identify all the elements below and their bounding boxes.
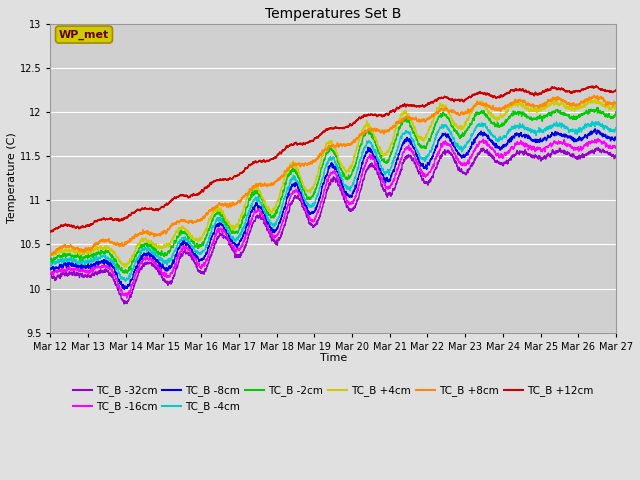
TC_B -32cm xyxy=(595,144,602,150)
TC_B -2cm xyxy=(289,166,296,171)
Line: TC_B -16cm: TC_B -16cm xyxy=(51,139,616,298)
TC_B +12cm xyxy=(612,87,620,93)
TC_B +4cm xyxy=(458,123,465,129)
TC_B -16cm xyxy=(567,142,575,147)
TC_B +12cm xyxy=(458,96,465,102)
TC_B -8cm xyxy=(284,191,292,197)
Title: Temperatures Set B: Temperatures Set B xyxy=(265,7,401,21)
TC_B -8cm xyxy=(47,267,54,273)
Line: TC_B +4cm: TC_B +4cm xyxy=(51,100,616,267)
TC_B +4cm xyxy=(316,166,323,172)
Y-axis label: Temperature (C): Temperature (C) xyxy=(7,133,17,224)
TC_B -2cm xyxy=(316,174,323,180)
TC_B +12cm xyxy=(593,83,600,89)
TC_B -8cm xyxy=(120,287,128,292)
TC_B -32cm xyxy=(47,275,54,281)
TC_B -8cm xyxy=(567,133,575,139)
TC_B -32cm xyxy=(458,167,465,172)
TC_B -16cm xyxy=(458,160,465,166)
TC_B +12cm xyxy=(316,133,323,139)
TC_B +8cm xyxy=(284,167,292,173)
TC_B +8cm xyxy=(595,96,603,101)
TC_B -16cm xyxy=(316,205,323,211)
TC_B -2cm xyxy=(612,110,620,116)
TC_B -4cm xyxy=(47,260,54,266)
TC_B -2cm xyxy=(124,270,131,276)
TC_B -8cm xyxy=(289,182,296,188)
TC_B -32cm xyxy=(612,152,620,158)
TC_B -4cm xyxy=(122,278,129,284)
TC_B -32cm xyxy=(316,215,323,220)
TC_B +12cm xyxy=(47,229,54,235)
TC_B +8cm xyxy=(590,93,598,98)
TC_B +4cm xyxy=(289,161,296,167)
TC_B -2cm xyxy=(593,105,600,110)
Line: TC_B -8cm: TC_B -8cm xyxy=(51,129,616,289)
TC_B +12cm xyxy=(595,86,603,92)
TC_B -4cm xyxy=(458,144,465,149)
Line: TC_B -32cm: TC_B -32cm xyxy=(51,147,616,304)
Legend: TC_B -32cm, TC_B -16cm, TC_B -8cm, TC_B -4cm, TC_B -2cm, TC_B +4cm, TC_B +8cm, T: TC_B -32cm, TC_B -16cm, TC_B -8cm, TC_B … xyxy=(68,381,598,417)
TC_B -4cm xyxy=(567,127,575,133)
TC_B -2cm xyxy=(284,171,292,177)
TC_B +8cm xyxy=(612,100,620,106)
TC_B -8cm xyxy=(458,153,465,159)
TC_B -8cm xyxy=(591,126,599,132)
TC_B +12cm xyxy=(284,144,292,150)
TC_B -8cm xyxy=(612,137,620,143)
TC_B -16cm xyxy=(123,295,131,301)
TC_B -4cm xyxy=(589,119,596,124)
TC_B -16cm xyxy=(595,138,603,144)
Line: TC_B -4cm: TC_B -4cm xyxy=(51,121,616,281)
TC_B -32cm xyxy=(120,301,128,307)
TC_B +4cm xyxy=(284,166,292,172)
TC_B -4cm xyxy=(612,125,620,131)
TC_B +8cm xyxy=(47,251,54,257)
TC_B -16cm xyxy=(595,136,602,142)
X-axis label: Time: Time xyxy=(319,353,347,363)
TC_B -4cm xyxy=(316,187,323,192)
TC_B +4cm xyxy=(47,252,54,257)
TC_B -2cm xyxy=(595,109,603,115)
Line: TC_B +8cm: TC_B +8cm xyxy=(51,96,616,255)
TC_B +12cm xyxy=(567,90,575,96)
Line: TC_B +12cm: TC_B +12cm xyxy=(51,86,616,232)
TC_B -2cm xyxy=(458,133,465,139)
TC_B -4cm xyxy=(284,184,292,190)
TC_B +12cm xyxy=(47,229,54,235)
TC_B -16cm xyxy=(612,145,620,151)
TC_B +8cm xyxy=(458,109,465,115)
TC_B -32cm xyxy=(289,199,296,204)
TC_B -16cm xyxy=(284,202,292,207)
TC_B +4cm xyxy=(567,102,575,108)
TC_B +8cm xyxy=(567,103,575,108)
TC_B +8cm xyxy=(316,155,323,160)
TC_B -16cm xyxy=(289,190,296,195)
TC_B +12cm xyxy=(289,142,296,147)
Line: TC_B -2cm: TC_B -2cm xyxy=(51,108,616,273)
TC_B -32cm xyxy=(284,209,292,215)
TC_B -32cm xyxy=(567,151,575,157)
TC_B +4cm xyxy=(592,97,600,103)
TC_B +8cm xyxy=(47,252,55,258)
TC_B -2cm xyxy=(47,256,54,262)
TC_B +4cm xyxy=(595,100,603,106)
TC_B -8cm xyxy=(595,128,603,133)
Text: WP_met: WP_met xyxy=(59,29,109,40)
TC_B -16cm xyxy=(47,271,54,276)
TC_B -4cm xyxy=(595,120,603,125)
TC_B -2cm xyxy=(567,115,575,121)
TC_B -8cm xyxy=(316,195,323,201)
TC_B -32cm xyxy=(595,147,603,153)
TC_B +4cm xyxy=(121,264,129,270)
TC_B +8cm xyxy=(289,163,296,169)
TC_B +4cm xyxy=(612,105,620,110)
TC_B -4cm xyxy=(289,176,296,182)
